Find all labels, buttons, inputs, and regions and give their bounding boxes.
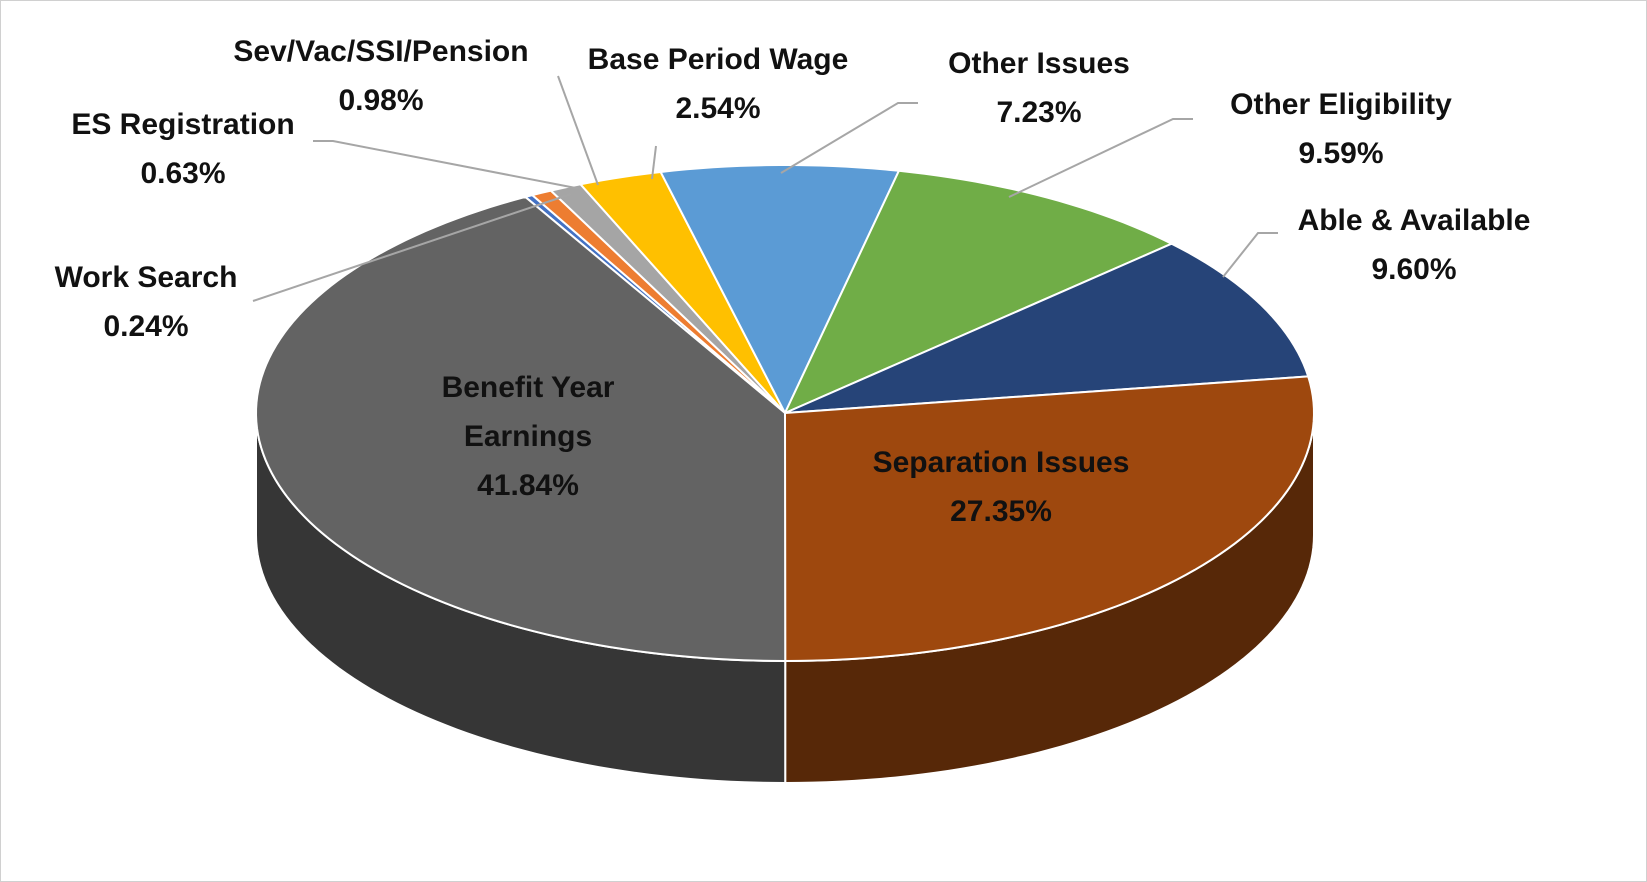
value-label: 0.24% bbox=[103, 310, 189, 343]
data-label: Benefit Year Earnings 41.84% bbox=[413, 363, 643, 510]
category-label: ES Registration bbox=[71, 108, 295, 141]
leader-line bbox=[780, 102, 918, 174]
value-label: 41.84% bbox=[477, 469, 579, 502]
category-label: Able & Available bbox=[1297, 204, 1531, 237]
data-label: Other Eligibility 9.59% bbox=[1230, 80, 1452, 178]
category-label: Separation Issues bbox=[872, 446, 1130, 479]
slice bbox=[782, 169, 1174, 415]
data-label: Base Period Wage 2.54% bbox=[588, 35, 849, 133]
value-label: 0.63% bbox=[140, 157, 226, 190]
value-label: 27.35% bbox=[950, 495, 1052, 528]
slice bbox=[784, 242, 1310, 414]
value-label: 2.54% bbox=[675, 92, 761, 125]
category-label: Benefit Year Earnings bbox=[441, 371, 615, 453]
category-label: Sev/Vac/SSI/Pension bbox=[233, 35, 529, 68]
category-label: Other Eligibility bbox=[1230, 88, 1452, 121]
category-label: Other Issues bbox=[948, 47, 1130, 80]
leader-line bbox=[1008, 118, 1193, 198]
leader-line bbox=[651, 145, 657, 180]
value-label: 9.60% bbox=[1371, 253, 1457, 286]
value-label: 7.23% bbox=[996, 96, 1082, 129]
data-label: Separation Issues 27.35% bbox=[873, 438, 1130, 536]
data-label: Sev/Vac/SSI/Pension 0.98% bbox=[233, 27, 528, 125]
value-label: 9.59% bbox=[1298, 137, 1384, 170]
slice bbox=[659, 164, 901, 416]
data-label: Other Issues 7.23% bbox=[948, 39, 1130, 137]
leader-lines bbox=[252, 75, 1278, 302]
data-label: ES Registration 0.63% bbox=[71, 100, 294, 198]
category-label: Base Period Wage bbox=[587, 43, 849, 76]
leader-line bbox=[1222, 232, 1278, 278]
value-label: 0.98% bbox=[338, 84, 424, 117]
leader-line bbox=[252, 193, 572, 302]
slice bbox=[578, 170, 786, 414]
data-label: Able & Available 9.60% bbox=[1298, 196, 1531, 294]
category-label: Work Search bbox=[54, 261, 238, 294]
leader-line bbox=[313, 140, 582, 190]
data-label: Work Search 0.24% bbox=[55, 253, 238, 351]
leader-line bbox=[557, 75, 599, 186]
slice bbox=[783, 375, 1315, 663]
